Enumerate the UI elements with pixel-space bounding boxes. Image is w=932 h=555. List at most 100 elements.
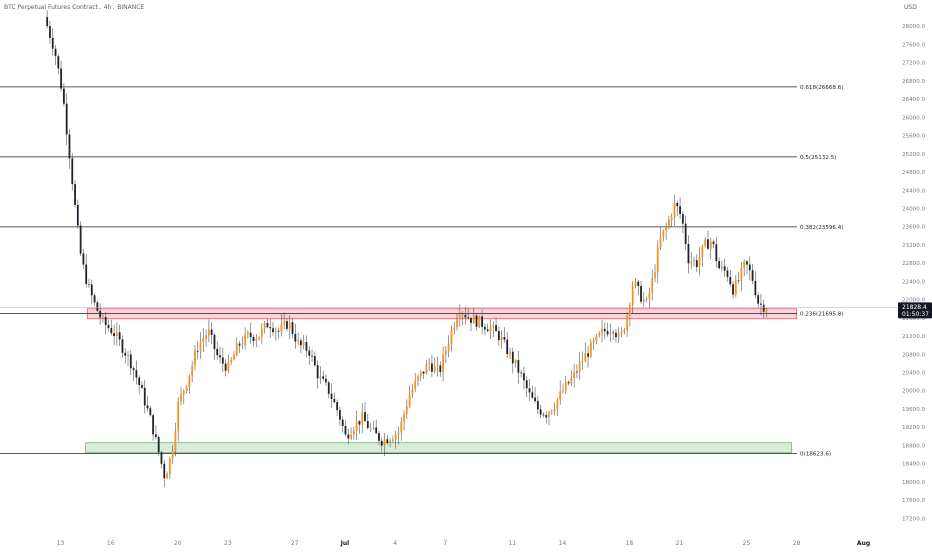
price-tick-label: 17600.0 <box>902 498 926 504</box>
candle-body <box>723 266 726 271</box>
candle-body <box>168 458 171 475</box>
candle-body <box>364 412 366 422</box>
candle-body <box>347 434 350 439</box>
price-tick-label: 24400.0 <box>902 188 926 194</box>
candle-body <box>115 332 118 337</box>
time-tick-label: 7 <box>443 540 447 547</box>
candle-body <box>263 322 266 329</box>
candle-body <box>177 401 180 432</box>
time-tick-label: 18 <box>626 540 634 547</box>
candle-body <box>205 335 207 339</box>
candle-body <box>439 365 442 372</box>
candle-body <box>640 286 642 302</box>
price-tick-label: 24800.0 <box>902 170 926 176</box>
candle-body <box>88 284 90 285</box>
candle-body <box>587 353 589 357</box>
price-tick-label: 28000.0 <box>902 24 926 30</box>
candle-body <box>740 268 743 281</box>
candle-body <box>654 272 656 279</box>
time-tick-label: 4 <box>393 540 397 547</box>
candle-body <box>107 324 110 329</box>
candle-body <box>609 332 612 335</box>
candle-body <box>297 340 300 342</box>
candle-body <box>760 303 762 305</box>
candle-body <box>623 329 626 332</box>
candle-body <box>606 331 609 335</box>
candle-body <box>389 440 392 444</box>
candle-body <box>612 332 615 334</box>
candle-body <box>157 436 160 453</box>
candle-body <box>548 412 550 418</box>
candle-body <box>422 371 425 374</box>
candle-body <box>266 322 269 328</box>
candle-body <box>737 280 740 282</box>
candle-body <box>665 226 668 231</box>
candle-body <box>152 415 155 435</box>
candle-body <box>648 292 651 300</box>
candle-body <box>718 261 721 269</box>
candle-body <box>249 332 252 338</box>
candle-body <box>336 402 339 411</box>
exchange-label: BINANCE <box>117 4 145 11</box>
price-tick-label: 22800.0 <box>902 261 926 267</box>
price-tick-label: 20800.0 <box>902 352 926 358</box>
candle-body <box>601 328 603 334</box>
candle-body <box>492 325 495 328</box>
candle-body <box>687 243 690 264</box>
candle-body <box>216 348 219 356</box>
candle-body <box>194 351 196 366</box>
price-tick-label: 25200.0 <box>902 152 926 158</box>
price-axis[interactable]: USD 17200.0 17600.0 18000.0 18400.0 18800.0 19… <box>902 4 926 522</box>
candle-body <box>698 257 701 268</box>
candle-body <box>695 260 698 268</box>
candle-body <box>372 427 375 429</box>
candle-body <box>99 310 102 318</box>
candle-body <box>748 264 751 271</box>
interval-label: 4h <box>103 4 112 11</box>
candle-body <box>545 415 548 418</box>
candle-body <box>704 239 707 246</box>
candle-body <box>539 409 542 415</box>
price-tick-label: 23600.0 <box>902 225 926 231</box>
candle-body <box>431 363 433 372</box>
candle-body <box>637 281 640 287</box>
candle-body <box>46 17 49 27</box>
candle-body <box>651 278 654 293</box>
candle-body <box>180 394 182 402</box>
candle-body <box>85 264 88 285</box>
candle-body <box>182 390 185 395</box>
candle-body <box>514 360 517 364</box>
time-tick-label: 25 <box>743 540 751 547</box>
candle-body <box>754 280 757 296</box>
candle-body <box>54 48 57 57</box>
candle-body <box>564 382 567 391</box>
candle-body <box>235 343 238 355</box>
price-tick-label: 21200.0 <box>902 334 926 340</box>
candle-body <box>559 391 562 400</box>
candle-body <box>96 302 99 311</box>
candle-body <box>330 393 333 399</box>
candle-body <box>615 332 617 338</box>
price-tick-label: 18000.0 <box>902 480 926 486</box>
time-tick-label: 20 <box>174 540 182 547</box>
candle-body <box>453 327 456 330</box>
candle-body <box>110 328 113 334</box>
fib-label: 0(18623.6) <box>800 451 831 457</box>
candle-body <box>428 363 431 365</box>
candle-body <box>562 390 564 392</box>
candle-body <box>82 253 85 265</box>
candle-body <box>511 351 514 364</box>
candle-body <box>166 474 168 479</box>
price-tick-label: 19600.0 <box>902 407 926 413</box>
candle-body <box>76 204 79 226</box>
candle-body <box>146 405 149 409</box>
candle-body <box>464 314 467 318</box>
candle-body <box>668 219 670 227</box>
candles <box>46 10 768 488</box>
candle-body <box>626 316 629 330</box>
candle-body <box>751 270 754 281</box>
candle-body <box>352 430 355 435</box>
time-axis[interactable]: 13 16 20 23 27 Jul 4 7 11 14 18 21 25 28 Aug <box>57 540 870 547</box>
candle-body <box>486 329 489 332</box>
